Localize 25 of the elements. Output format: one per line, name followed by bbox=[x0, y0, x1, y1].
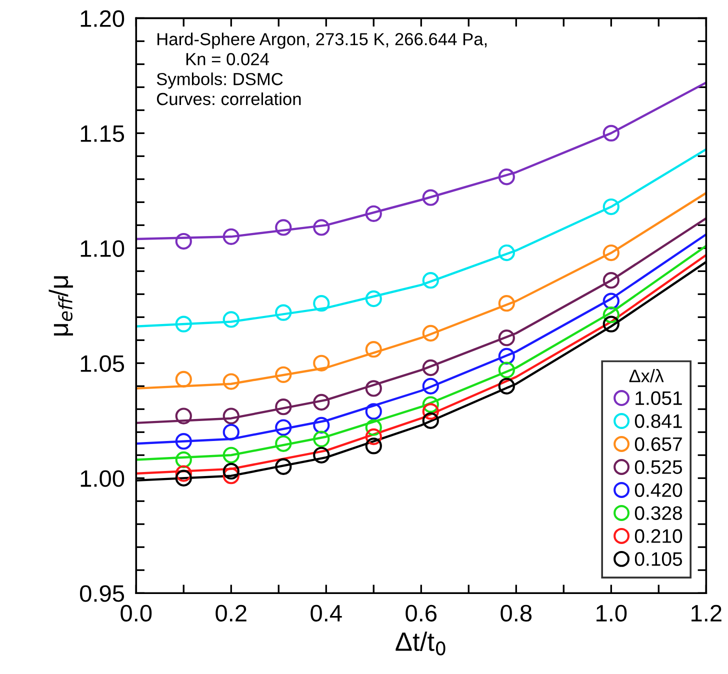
x-tick-label: 0.2 bbox=[216, 604, 246, 622]
x-axis-title: Δt/t$_{0}$ bbox=[396, 632, 446, 656]
y-tick-label: 1.05 bbox=[80, 355, 124, 372]
legend-label: 0.328 bbox=[634, 506, 682, 520]
y-tick-label: 1.15 bbox=[80, 125, 124, 142]
legend-label: 0.841 bbox=[634, 414, 682, 428]
legend-label: 0.525 bbox=[634, 460, 682, 474]
annotation: Hard-Sphere Argon, 273.15 K, 266.644 Pa, Kn = 0.024 Symbols: DSMC Curves: correlation bbox=[156, 32, 487, 106]
legend-label: 0.210 bbox=[634, 529, 682, 543]
y-tick-label: 1.10 bbox=[80, 240, 124, 257]
legend-label: 0.420 bbox=[634, 483, 682, 497]
x-tick-label: 1.0 bbox=[596, 604, 627, 622]
text: 0.0 bbox=[120, 604, 152, 622]
x-tick-label: 0.6 bbox=[406, 604, 437, 622]
y-axis-title: μ$_{eff}$/μ bbox=[48, 276, 73, 336]
legend-label: 1.051 bbox=[636, 391, 682, 406]
x-tick-label: 1.2 bbox=[692, 604, 722, 622]
legend-label: 0.657 bbox=[634, 437, 682, 452]
y-tick-label: 0.95 bbox=[80, 585, 124, 602]
y-tick-label: 1.20 bbox=[80, 10, 124, 27]
y-tick-label: 1.00 bbox=[80, 470, 124, 487]
x-tick-label: 0.4 bbox=[310, 604, 342, 622]
legend-title: Δx/λ bbox=[629, 369, 664, 382]
legend-label: 0.105 bbox=[634, 552, 682, 566]
x-tick-label: 0.8 bbox=[500, 604, 532, 622]
